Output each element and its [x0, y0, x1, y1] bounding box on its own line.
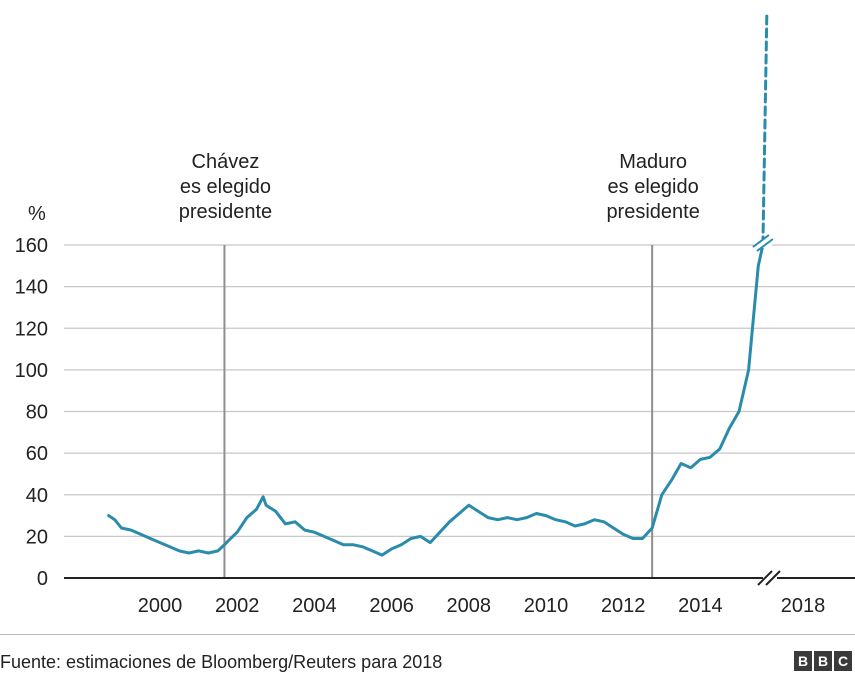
logo-letter: C: [834, 651, 852, 671]
y-tick-label: 160: [15, 235, 48, 257]
series-line: [107, 243, 765, 557]
x-tick-label: 2004: [292, 595, 337, 617]
event-annotation: Maduro es elegido presidente: [606, 151, 699, 223]
event-annotation-line: presidente: [606, 201, 699, 223]
y-tick-label: 140: [15, 277, 48, 299]
y-tick-labels: 0 20 40 60 80 100 120 140 160: [15, 235, 48, 590]
source-note: Fuente: estimaciones de Bloomberg/Reuter…: [0, 652, 443, 672]
event-annotation-line: es elegido: [180, 176, 271, 198]
y-tick-label: 60: [26, 443, 48, 465]
y-tick-label: 120: [15, 318, 48, 340]
x-tick-label: 2000: [138, 595, 183, 617]
annotation-lines: [223, 245, 654, 578]
event-annotation-line: Chávez: [192, 151, 260, 173]
y-tick-label: 40: [26, 485, 48, 507]
x-axis: [64, 570, 855, 586]
y-tick-label: 80: [26, 402, 48, 424]
series-break-mark: [756, 238, 774, 252]
axis-break-gap: [763, 574, 777, 582]
axis-break-mark: [765, 570, 781, 586]
axis-break-mark: [757, 570, 773, 586]
logo-letter: B: [794, 651, 812, 671]
y-tick-label: 0: [37, 568, 48, 590]
event-annotation-line: es elegido: [608, 176, 699, 198]
x-tick-label: 2014: [678, 595, 723, 617]
gridlines: [64, 244, 855, 538]
event-annotation: Chávez es elegido presidente: [179, 151, 272, 223]
x-tick-label: 2006: [369, 595, 414, 617]
x-tick-label: 2002: [215, 595, 260, 617]
y-tick-label: 20: [26, 526, 48, 548]
series-break-gap: [753, 239, 772, 248]
y-tick-label: 100: [15, 360, 48, 382]
logo-letter: B: [814, 651, 832, 671]
x-tick-label: 2010: [524, 595, 569, 617]
footer-divider: [0, 634, 855, 635]
inflation-line-chart: 0 20 40 60 80 100 120 140 160 % Chávez es elegido…: [15, 14, 855, 617]
event-annotation-line: presidente: [179, 201, 272, 223]
series-break-mark: [752, 234, 770, 248]
x-tick-label: 2012: [601, 595, 646, 617]
x-tick-label: 2008: [447, 595, 492, 617]
x-tick-labels: 2000 2002 2004 2006 2008 2010 2012 2014 2018: [138, 595, 826, 617]
annotation-labels: Chávez es elegido presidente Maduro es elegi…: [179, 151, 700, 223]
y-axis-label: %: [28, 203, 46, 225]
x-tick-label: 2018: [781, 595, 826, 617]
series-line-dashed: [761, 14, 769, 247]
event-annotation-line: Maduro: [619, 151, 687, 173]
bbc-logo: B B C: [794, 651, 852, 671]
data-series: [107, 14, 774, 557]
